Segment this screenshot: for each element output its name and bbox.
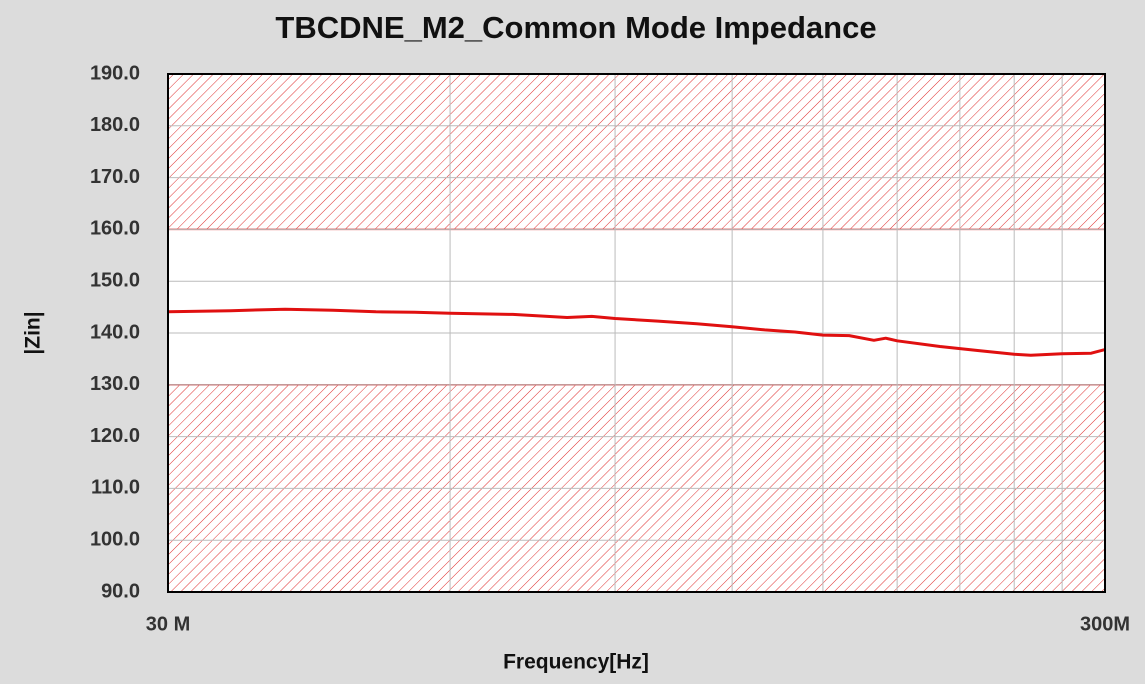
y-tick-label: 190.0: [90, 62, 140, 84]
y-axis-label: |Zin|: [22, 311, 45, 354]
y-tick-label: 170.0: [90, 166, 140, 188]
x-tick-label: 300M: [1080, 613, 1130, 635]
plot-frame: [167, 73, 1106, 593]
upper-limit-zone: [168, 74, 1105, 230]
y-tick-label: 110.0: [91, 477, 140, 499]
x-tick-label: 30 M: [146, 613, 190, 635]
y-tick-label: 100.0: [90, 528, 140, 550]
chart-title: TBCDNE_M2_Common Mode Impedance: [275, 10, 876, 45]
y-tick-label: 150.0: [90, 269, 140, 291]
y-tick-label: 120.0: [90, 425, 140, 447]
series-line: [167, 307, 1106, 357]
y-tick-label: 140.0: [90, 321, 140, 343]
y-tick-label: 130.0: [90, 373, 140, 395]
y-tick-label: 180.0: [90, 114, 140, 136]
x-axis-label: Frequency[Hz]: [503, 651, 649, 674]
y-tick-label: 160.0: [90, 218, 140, 240]
y-tick-label: 90.0: [101, 580, 140, 602]
